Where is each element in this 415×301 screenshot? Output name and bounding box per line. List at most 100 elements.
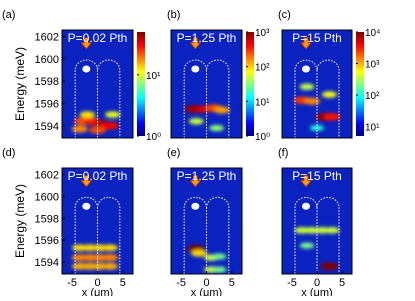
x-axis-label: x (μm) bbox=[191, 287, 222, 296]
heatmap bbox=[282, 30, 352, 138]
x-tick-label: -5 bbox=[67, 277, 77, 289]
excitation-spot bbox=[82, 65, 91, 73]
x-tick-label: -5 bbox=[287, 277, 297, 289]
x-tick-label: 5 bbox=[229, 277, 235, 289]
colorbar bbox=[137, 32, 145, 136]
intensity-spot bbox=[79, 111, 96, 119]
heatmap-bg bbox=[171, 30, 242, 138]
spots bbox=[71, 244, 119, 270]
colorbar-tick-label: 10¹ bbox=[255, 97, 270, 108]
colorbar-tick-label: 10⁴ bbox=[365, 28, 380, 39]
heatmap bbox=[171, 168, 242, 274]
panel-label: (a) bbox=[2, 9, 15, 21]
heatmap bbox=[62, 168, 133, 274]
y-tick-label: 1600 bbox=[35, 54, 59, 66]
heatmap bbox=[282, 168, 352, 274]
colorbar-tick-label: 10¹ bbox=[365, 123, 380, 134]
plot-frame bbox=[281, 29, 353, 139]
intensity-spot bbox=[102, 244, 118, 252]
spots bbox=[294, 227, 340, 271]
panel-label: (d) bbox=[2, 147, 15, 159]
intensity-spot bbox=[209, 124, 224, 132]
pillar-outline bbox=[183, 196, 230, 274]
intensity-spot bbox=[299, 242, 315, 249]
pillar-outline bbox=[74, 196, 121, 274]
excitation-arrow bbox=[189, 37, 202, 50]
intensity-spot bbox=[213, 106, 230, 114]
colorbar-tick-label: 10³ bbox=[255, 28, 270, 39]
heatmap-bg bbox=[282, 168, 352, 274]
y-axis-label: Energy (meV) bbox=[13, 47, 27, 121]
y-tick-label: 1602 bbox=[35, 170, 59, 182]
heatmap bbox=[62, 30, 133, 138]
intensity-spot bbox=[191, 249, 207, 257]
excitation-arrow bbox=[300, 37, 312, 50]
plot-frame bbox=[170, 29, 243, 139]
panel-title: P=15 Pth bbox=[292, 31, 342, 45]
intensity-spot bbox=[211, 253, 227, 260]
y-tick-label: 1596 bbox=[35, 98, 59, 110]
pillar-outline bbox=[183, 59, 230, 138]
colorbar-tick-label: 10⁰ bbox=[255, 132, 270, 143]
x-axis-label: x (μm) bbox=[82, 287, 113, 296]
excitation-arrow bbox=[300, 175, 312, 188]
panel-label: (f) bbox=[278, 147, 288, 159]
excitation-arrow bbox=[80, 37, 93, 50]
y-axis-label: Energy (meV) bbox=[13, 184, 27, 258]
intensity-spot bbox=[323, 113, 341, 121]
colorbar bbox=[246, 32, 254, 136]
excitation-spot bbox=[302, 65, 310, 73]
intensity-spot bbox=[102, 254, 119, 262]
intensity-spot bbox=[299, 83, 315, 91]
spots bbox=[71, 111, 121, 134]
plot-frame bbox=[61, 29, 134, 139]
colorbar-tick-label: 10⁰ bbox=[146, 132, 161, 143]
intensity-spot bbox=[324, 227, 340, 234]
spots bbox=[187, 244, 227, 273]
colorbar-tick-label: 10¹ bbox=[146, 71, 161, 82]
spots bbox=[293, 83, 341, 131]
excitation-spot bbox=[191, 65, 200, 73]
y-tick-label: 1596 bbox=[35, 235, 59, 247]
intensity-spot bbox=[211, 266, 227, 273]
y-tick-label: 1600 bbox=[35, 191, 59, 203]
x-axis-label: x (μm) bbox=[301, 287, 332, 296]
y-tick-label: 1598 bbox=[35, 213, 59, 225]
pillar-outline bbox=[74, 59, 121, 138]
intensity-spot bbox=[303, 97, 321, 105]
panel-label: (c) bbox=[278, 9, 291, 21]
colorbar-tick-label: 10² bbox=[365, 91, 380, 102]
panel-title: P=1.25 Pth bbox=[177, 169, 237, 183]
panel-label: (e) bbox=[167, 147, 180, 159]
spots bbox=[184, 104, 230, 132]
excitation-arrow bbox=[189, 175, 202, 188]
x-tick-label: 0 bbox=[203, 277, 209, 289]
excitation-spot bbox=[302, 202, 310, 210]
intensity-spot bbox=[320, 262, 339, 271]
intensity-spot bbox=[321, 91, 338, 98]
y-tick-label: 1594 bbox=[35, 257, 59, 269]
intensity-spot bbox=[101, 121, 119, 130]
x-tick-label: 5 bbox=[339, 277, 345, 289]
intensity-spot bbox=[71, 125, 88, 133]
excitation-arrow bbox=[80, 175, 93, 188]
colorbar bbox=[356, 32, 364, 136]
colorbar-tick-label: 10³ bbox=[365, 60, 380, 71]
intensity-spot bbox=[105, 111, 121, 118]
y-tick-label: 1594 bbox=[35, 121, 59, 133]
x-tick-label: 5 bbox=[120, 277, 126, 289]
x-tick-label: 0 bbox=[94, 277, 100, 289]
pillar-outline bbox=[294, 59, 340, 138]
y-tick-label: 1598 bbox=[35, 76, 59, 88]
panel-title: P=0.02 Pth bbox=[68, 31, 128, 45]
colorbar-tick-label: 10² bbox=[255, 63, 270, 74]
intensity-spot bbox=[102, 262, 119, 270]
heatmap bbox=[171, 30, 242, 138]
x-tick-label: -5 bbox=[176, 277, 186, 289]
panel-title: P=1.25 Pth bbox=[177, 31, 237, 45]
y-tick-label: 1602 bbox=[35, 32, 59, 44]
panel-title: P=15 Pth bbox=[292, 169, 342, 183]
x-tick-label: 0 bbox=[314, 277, 320, 289]
panel-title: P=0.02 Pth bbox=[68, 169, 128, 183]
